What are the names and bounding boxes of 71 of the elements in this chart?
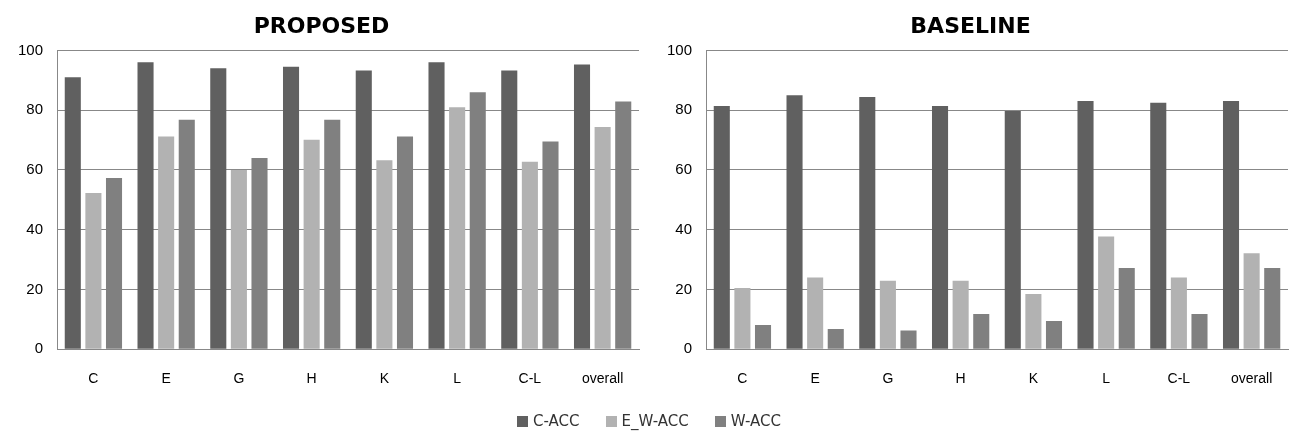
bar xyxy=(449,107,466,349)
bar xyxy=(1222,100,1240,349)
x-tick-label: K xyxy=(379,370,390,387)
bar xyxy=(859,97,876,349)
x-tick-label: C xyxy=(737,370,748,387)
bar xyxy=(1025,293,1042,349)
bar xyxy=(1170,277,1187,349)
bar xyxy=(931,105,949,349)
y-tick-label: 100 xyxy=(667,40,693,58)
bar xyxy=(573,64,591,349)
bar xyxy=(1098,236,1115,349)
bar xyxy=(1004,111,1021,349)
bar xyxy=(428,62,445,349)
y-tick-label: 60 xyxy=(26,160,44,178)
bar xyxy=(594,126,611,349)
legend-label: E_W-ACC xyxy=(621,412,689,430)
x-tick-label: overall xyxy=(582,370,624,387)
x-tick-label: K xyxy=(1028,370,1039,387)
x-tick-label: overall xyxy=(1231,370,1273,387)
bar xyxy=(1077,100,1094,349)
x-tick-label: C-L xyxy=(518,370,542,387)
bar xyxy=(355,70,372,349)
x-tick-label: E xyxy=(161,370,171,387)
x-tick-label: G xyxy=(882,370,894,387)
bar xyxy=(900,330,917,349)
legend-label: W-ACC xyxy=(730,412,781,430)
bar xyxy=(521,161,538,349)
bar xyxy=(158,136,175,349)
x-tick-label: H xyxy=(955,370,966,387)
x-tick-label: G xyxy=(233,370,245,387)
bar xyxy=(210,68,227,349)
bar xyxy=(137,62,154,349)
bar xyxy=(827,328,844,349)
bar xyxy=(786,95,803,349)
bar xyxy=(501,70,518,349)
x-tick-label: E xyxy=(810,370,820,387)
x-tick-label: H xyxy=(306,370,317,387)
x-tick-label: C-L xyxy=(1167,370,1191,387)
bar xyxy=(1045,321,1063,349)
bar xyxy=(282,66,300,349)
y-tick-label: 100 xyxy=(18,40,44,58)
bar xyxy=(303,139,320,349)
y-tick-label: 40 xyxy=(675,219,693,237)
chart-title: PROPOSED xyxy=(253,12,390,38)
y-tick-label: 0 xyxy=(683,339,693,357)
x-tick-label: L xyxy=(1102,370,1111,387)
bar xyxy=(713,105,730,349)
y-tick-label: 20 xyxy=(26,279,44,297)
bar xyxy=(734,287,751,349)
bar xyxy=(879,280,896,349)
x-tick-label: C xyxy=(88,370,99,387)
y-tick-label: 0 xyxy=(34,339,44,357)
bar xyxy=(85,192,102,349)
y-tick-label: 40 xyxy=(26,219,44,237)
y-tick-label: 80 xyxy=(26,100,44,118)
y-tick-label: 60 xyxy=(675,160,693,178)
bar xyxy=(807,277,824,349)
chart-title: BASELINE xyxy=(910,12,1031,38)
bar xyxy=(754,325,772,349)
bar xyxy=(64,77,81,349)
bar xyxy=(1150,102,1167,349)
bar xyxy=(1191,313,1208,349)
bar xyxy=(376,160,393,349)
x-tick-label: L xyxy=(453,370,462,387)
bar xyxy=(952,280,969,349)
bar xyxy=(1243,253,1260,349)
y-tick-label: 80 xyxy=(675,100,693,118)
y-tick-label: 20 xyxy=(675,279,693,297)
legend-label: C-ACC xyxy=(532,412,580,430)
bar xyxy=(973,313,990,349)
bar xyxy=(230,169,247,349)
